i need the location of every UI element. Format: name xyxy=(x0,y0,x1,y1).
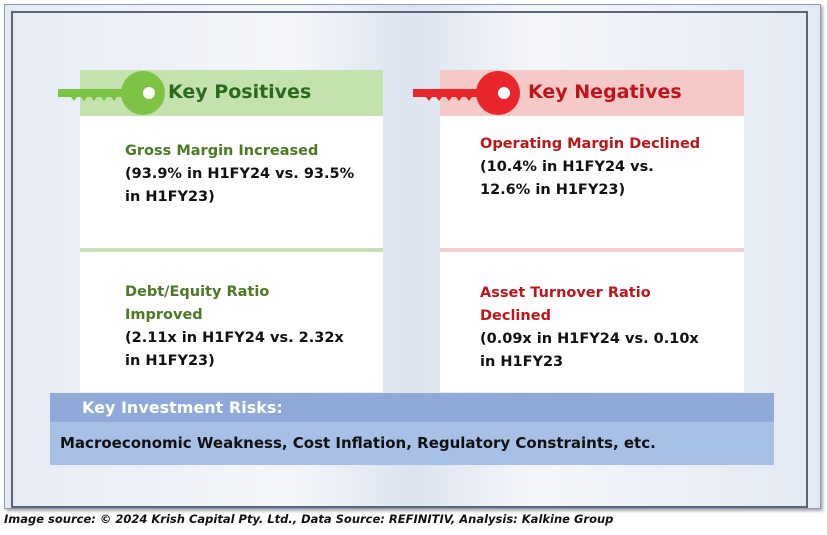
positive-item-detail: in H1FY23) xyxy=(125,189,215,205)
negatives-divider xyxy=(440,248,744,252)
negative-item-title: Operating Margin Declined xyxy=(480,136,701,152)
negative-item-detail: 12.6% in H1FY23) xyxy=(480,182,626,198)
negative-item-title: Asset Turnover Ratio xyxy=(480,285,651,301)
risks-text: Macroeconomic Weakness, Cost Inflation, … xyxy=(50,422,774,465)
green-key-icon xyxy=(58,71,165,115)
positive-item-title: Gross Margin Increased xyxy=(125,143,319,159)
positives-title: Key Positives xyxy=(168,81,312,103)
positive-item-2: Debt/Equity Ratio Improved (2.11x in H1F… xyxy=(125,281,344,373)
negative-item-detail: in H1FY23 xyxy=(480,354,564,370)
positive-item-1: Gross Margin Increased (93.9% in H1FY24 … xyxy=(125,140,354,209)
slide-border xyxy=(11,11,808,508)
risks-header: Key Investment Risks: xyxy=(50,393,774,422)
positives-divider xyxy=(80,248,383,252)
red-key-icon xyxy=(413,71,520,115)
negatives-panel xyxy=(440,70,744,392)
positive-item-detail: (93.9% in H1FY24 vs. 93.5% xyxy=(125,166,355,182)
negatives-title: Key Negatives xyxy=(528,81,682,103)
positive-item-title: Debt/Equity Ratio xyxy=(125,284,270,300)
positive-item-detail: in H1FY23) xyxy=(125,353,215,369)
negative-item-detail: (10.4% in H1FY24 vs. xyxy=(480,159,654,175)
negative-item-2: Asset Turnover Ratio Declined (0.09x in … xyxy=(480,282,699,374)
positive-item-title: Improved xyxy=(125,307,203,323)
negative-item-title: Declined xyxy=(480,308,551,324)
negative-item-detail: (0.09x in H1FY24 vs. 0.10x xyxy=(480,331,699,347)
image-source-caption: Image source: © 2024 Krish Capital Pty. … xyxy=(4,512,614,526)
negative-item-1: Operating Margin Declined (10.4% in H1FY… xyxy=(480,133,700,202)
positive-item-detail: (2.11x in H1FY24 vs. 2.32x xyxy=(125,330,344,346)
positives-panel xyxy=(80,70,383,392)
